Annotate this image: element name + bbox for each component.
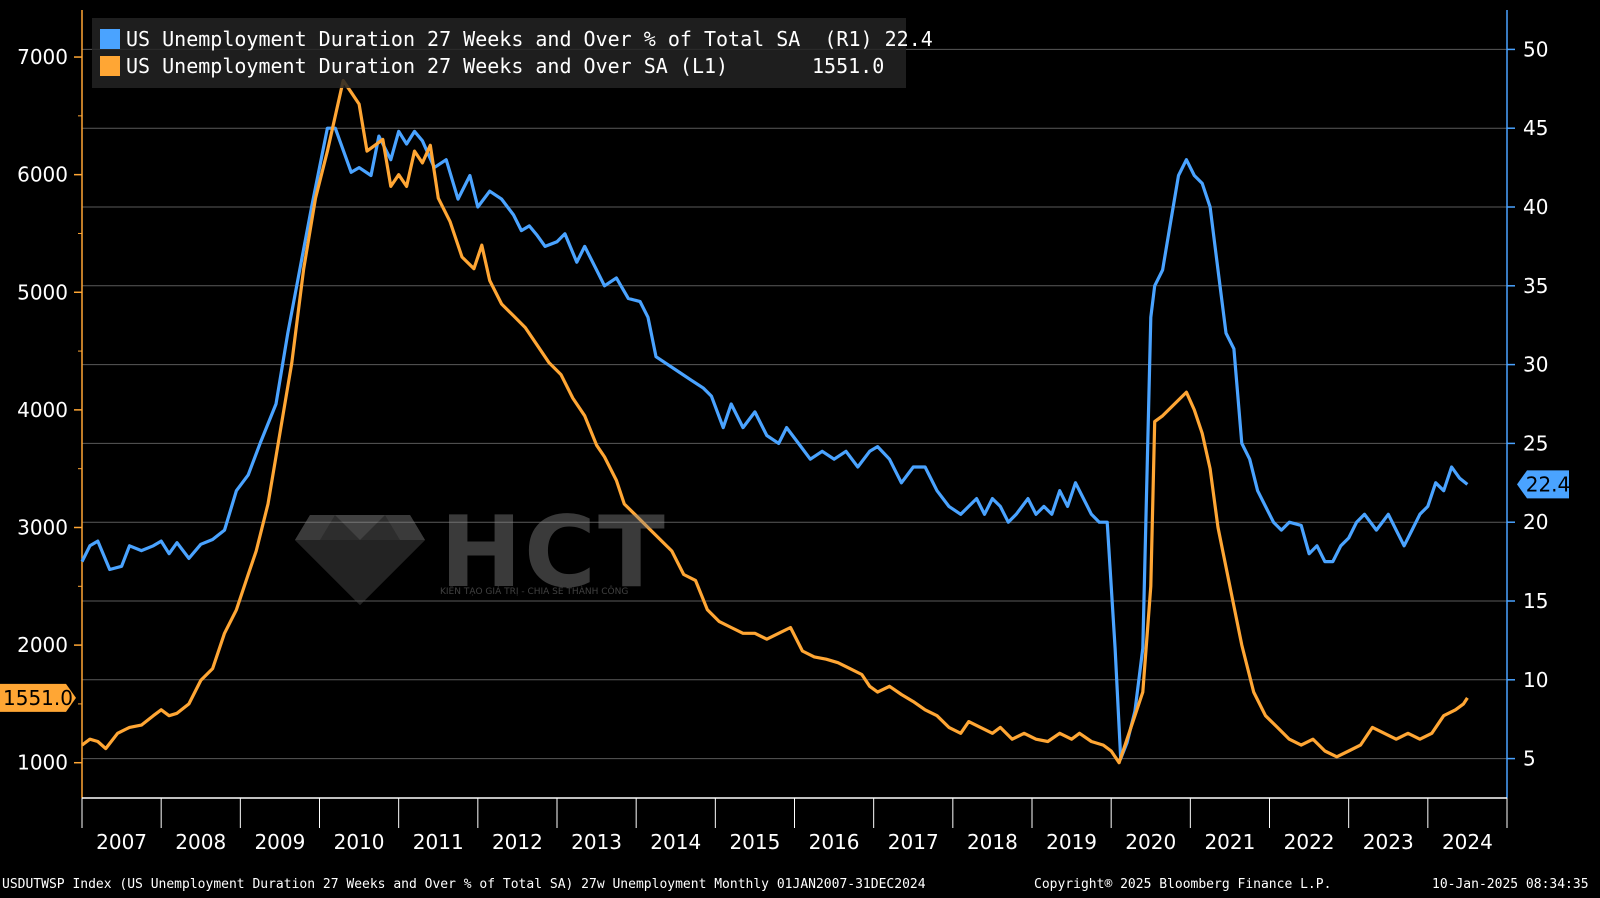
footer-copyright: Copyright® 2025 Bloomberg Finance L.P. [1034, 877, 1332, 892]
x-axis-tick-label: 2017 [888, 830, 939, 854]
left-axis-tick-label: 7000 [17, 45, 68, 69]
right-axis-tick-label: 20 [1523, 510, 1548, 534]
legend-swatch-orange [100, 56, 120, 76]
x-axis-tick-label: 2023 [1363, 830, 1414, 854]
legend-axis-tag: (R1) [824, 27, 873, 51]
series-line-count [81, 79, 1469, 765]
footer-source: USDUTWSP Index (US Unemployment Duration… [2, 877, 926, 892]
axis-value-badges: 22.4 1551.0 [0, 470, 1570, 712]
gridlines [82, 48, 1507, 760]
x-axis-tick-label: 2011 [413, 830, 464, 854]
right-axis-tick-label: 45 [1523, 116, 1548, 140]
right-axis-value-badge-label: 22.4 [1526, 472, 1571, 496]
diamond-logo-icon [295, 515, 425, 605]
watermark-subtitle: KIẾN TẠO GIÁ TRỊ - CHIA SẺ THÀNH CÔNG [440, 587, 629, 597]
right-axis-tick-label: 30 [1523, 353, 1548, 377]
left-axis-ticks: 1000 2000 3000 4000 5000 6000 7000 [17, 45, 82, 775]
footer-timestamp: 10-Jan-2025 08:34:35 [1432, 877, 1589, 892]
left-axis-tick-label: 6000 [17, 163, 68, 187]
left-axis-value-badge [0, 683, 76, 712]
x-axis-tick-label: 2010 [334, 830, 385, 854]
watermark: HCT KIẾN TẠO GIÁ TRỊ - CHIA SẺ THÀNH CÔN… [290, 496, 665, 610]
x-axis-tick-label: 2007 [96, 830, 147, 854]
right-axis-tick-label: 5 [1523, 747, 1536, 771]
legend-entry-count: US Unemployment Duration 27 Weeks and Ov… [100, 53, 728, 79]
left-axis-tick-label: 2000 [17, 633, 68, 657]
x-axis-tick-label: 2008 [175, 830, 226, 854]
x-axis-tick-label: 2009 [254, 830, 305, 854]
right-axis-tick-label: 10 [1523, 668, 1548, 692]
legend-value: 22.4 [884, 27, 933, 51]
x-axis-tick-label: 2014 [650, 830, 701, 854]
x-axis-tick-label: 2015 [729, 830, 780, 854]
x-axis-tick-label: 2013 [571, 830, 622, 854]
x-axis-tick-label: 2024 [1442, 830, 1493, 854]
right-axis-ticks: 5 10 15 20 25 30 35 40 45 50 [1507, 37, 1548, 771]
legend-swatch-blue [100, 29, 120, 49]
left-axis-tick-label: 3000 [17, 515, 68, 539]
legend: US Unemployment Duration 27 Weeks and Ov… [92, 18, 933, 88]
x-axis-tick-label: 2022 [1284, 830, 1335, 854]
x-axis-ticks: 2007 2008 2009 2010 2011 2012 2013 2014 2015 2016… [81, 798, 1508, 854]
left-axis-tick-label: 5000 [17, 280, 68, 304]
x-axis-tick-label: 2020 [1125, 830, 1176, 854]
right-axis-tick-label: 25 [1523, 431, 1548, 455]
right-axis-tick-label: 35 [1523, 274, 1548, 298]
series-lines [80, 79, 1469, 765]
x-axis-tick-label: 2012 [492, 830, 543, 854]
x-axis-tick-label: 2021 [1204, 830, 1255, 854]
right-axis-value-badge [1517, 470, 1569, 499]
right-axis-tick-label: 15 [1523, 589, 1548, 613]
left-axis-tick-label: 4000 [17, 398, 68, 422]
x-axis-tick-label: 2016 [809, 830, 860, 854]
right-axis-tick-label: 50 [1523, 37, 1548, 61]
x-axis-tick-label: 2018 [967, 830, 1018, 854]
right-axis-tick-label: 40 [1523, 195, 1548, 219]
left-axis-value-badge-label: 1551.0 [3, 686, 73, 710]
left-axis-tick-label: 1000 [17, 751, 68, 775]
legend-axis-tag: (L1) [679, 54, 729, 78]
legend-label: US Unemployment Duration 27 Weeks and Ov… [126, 54, 668, 78]
x-axis-tick-label: 2019 [1046, 830, 1097, 854]
legend-label: US Unemployment Duration 27 Weeks and Ov… [126, 27, 801, 51]
legend-value: 1551.0 [812, 54, 885, 78]
watermark-text: HCT [440, 496, 667, 610]
series-line-pct-of-total [80, 126, 1469, 761]
legend-entry-pct: US Unemployment Duration 27 Weeks and Ov… [100, 26, 933, 52]
